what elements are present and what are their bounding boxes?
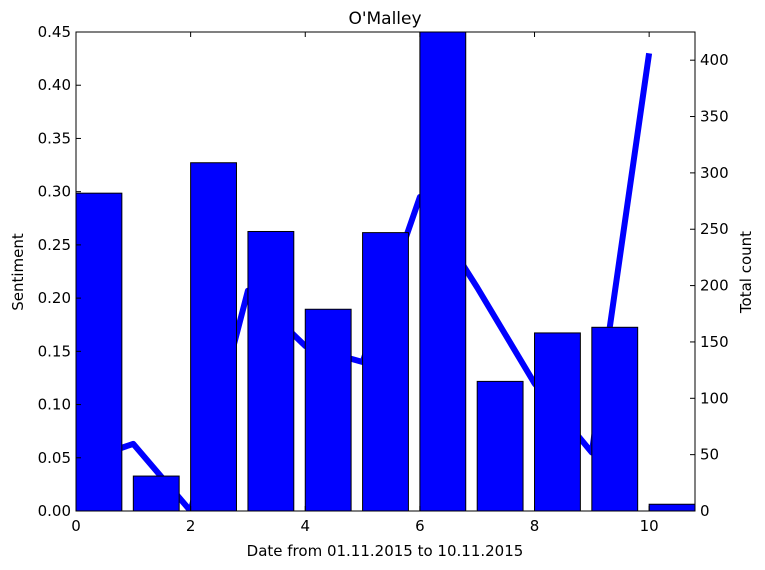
count-bar — [304, 308, 352, 511]
y-left-tick-label: 0.25 — [38, 236, 71, 254]
x-tick-label: 10 — [640, 517, 659, 535]
x-tick-label: 2 — [186, 517, 196, 535]
count-bar — [190, 162, 237, 511]
y-right-tick-label: 400 — [700, 51, 729, 69]
y-left-tick-label: 0.30 — [38, 183, 71, 201]
y-right-tick-label: 150 — [700, 333, 729, 351]
count-bar — [648, 503, 695, 511]
y-right-tick-label: 0 — [700, 502, 710, 520]
y-right-tick-label: 300 — [700, 164, 729, 182]
y-axis-right: 0 50 100 150 200 250 300 350 400 — [690, 51, 729, 520]
x-tick-label: 0 — [71, 517, 81, 535]
y-right-tick-label: 250 — [700, 220, 729, 238]
y-left-tick-label: 0.00 — [38, 502, 71, 520]
count-bar — [362, 232, 409, 511]
count-bar — [476, 380, 524, 511]
count-bar — [247, 230, 295, 511]
y-left-tick-label: 0.10 — [38, 396, 71, 414]
count-bar — [76, 192, 123, 511]
x-axis-label: Date from 01.11.2015 to 10.11.2015 — [247, 542, 524, 560]
y-right-tick-label: 200 — [700, 277, 729, 295]
y-left-tick-label: 0.45 — [38, 23, 71, 41]
plot-area — [76, 32, 695, 511]
y-left-tick-label: 0.15 — [38, 342, 71, 360]
x-tick-label: 4 — [300, 517, 310, 535]
count-bar — [419, 32, 467, 511]
x-tick-label: 8 — [530, 517, 540, 535]
y-right-tick-label: 100 — [700, 389, 729, 407]
y-left-tick-label: 0.35 — [38, 129, 71, 147]
y-axis-right-label: Total count — [737, 231, 755, 314]
count-bar — [534, 332, 581, 511]
y-axis-left: 0.00 0.05 0.10 0.15 0.20 0.25 0.30 0.35 0.40 0.45 — [38, 23, 81, 520]
chart-title: O'Malley — [348, 9, 421, 29]
count-bar — [591, 326, 639, 511]
y-left-tick-label: 0.40 — [38, 76, 71, 94]
y-left-tick-label: 0.20 — [38, 289, 71, 307]
y-left-tick-label: 0.05 — [38, 449, 71, 467]
count-bar — [132, 475, 180, 511]
x-axis: 0 2 4 6 8 10 — [71, 32, 659, 535]
y-axis-left-label: Sentiment — [9, 233, 27, 311]
y-right-tick-label: 350 — [700, 108, 729, 126]
x-tick-label: 6 — [415, 517, 425, 535]
y-right-tick-label: 50 — [700, 446, 719, 464]
plot-frame — [75, 31, 696, 512]
